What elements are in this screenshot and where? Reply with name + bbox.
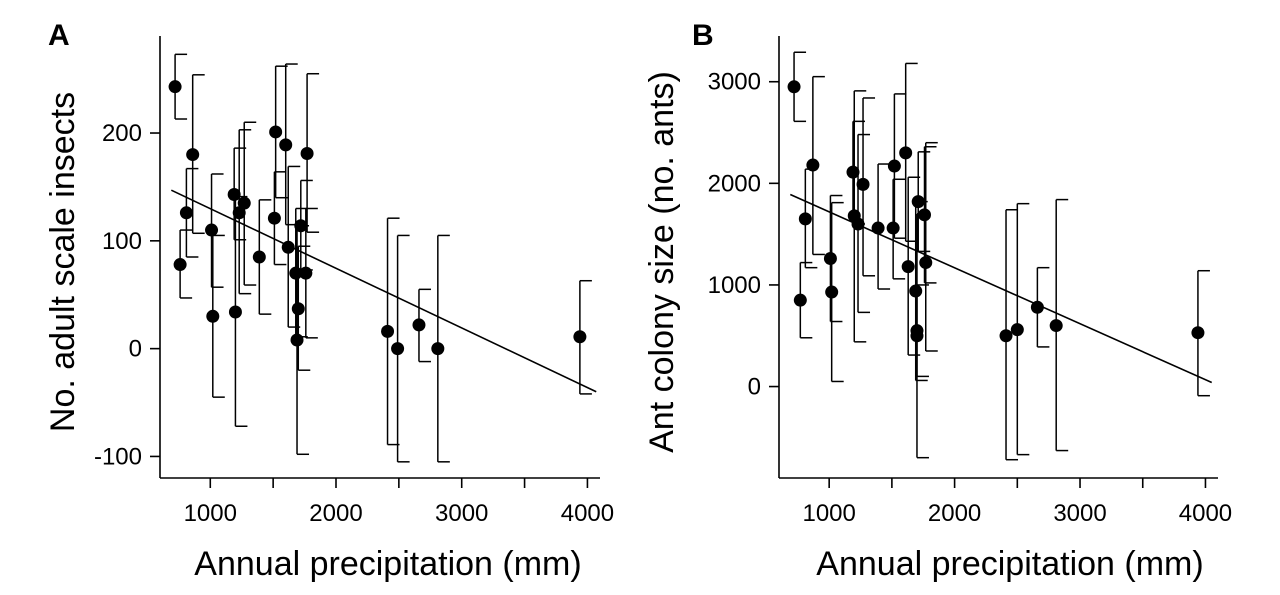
x-axis-title-b: Annual precipitation (mm) [816,545,1203,583]
data-point-b [899,146,913,160]
data-point-b [886,221,900,235]
data-point-b [999,329,1013,343]
x-tick-label-b: 3000 [1053,500,1106,527]
panel-letter-b: B [692,19,714,52]
data-point-b [806,158,820,172]
data-point-b [901,260,915,274]
plot-area-a: -100 0 100 200 1000 2000 3000 4000 [94,36,614,527]
data-point-b [823,252,837,266]
y-tick-label-a: 200 [102,120,142,147]
data-point-b [917,208,931,222]
data-point-b [793,293,807,307]
data-point-a [252,250,266,264]
panel-a: A No. adult scale insects Annual precipi… [44,19,614,583]
regression-line-a [170,189,597,393]
data-point-b [1049,319,1063,333]
data-point-a [232,206,246,220]
y-tick-label-a: 0 [129,336,142,363]
panel-b: B Ant colony size (no. ants) Annual prec… [643,19,1232,583]
x-tick-label-b: 4000 [1179,500,1232,527]
x-axis-title-a: Annual precipitation (mm) [194,545,581,583]
y-tick-label-a: 100 [102,228,142,255]
data-point-a [205,223,219,237]
data-point-a [279,138,293,152]
data-point-b [856,177,870,191]
data-point-b [798,212,812,226]
data-point-a [290,333,304,347]
data-point-a [228,305,242,319]
data-point-a [168,80,182,94]
x-tick-label-b: 2000 [928,500,981,527]
data-point-a [227,187,241,201]
data-point-a [206,309,220,323]
data-point-a [299,266,313,280]
y-tick-label-b: 2000 [708,170,761,197]
data-point-b [787,80,801,94]
data-point-a [289,266,303,280]
y-tick-label-b: 1000 [708,272,761,299]
data-point-b [846,165,860,179]
data-point-a [412,318,426,332]
data-point-a [179,206,193,220]
data-point-a [300,147,314,161]
data-point-a [381,324,395,338]
x-tick-label-a: 2000 [309,500,362,527]
data-point-b [1010,323,1024,337]
x-tick-label-a: 1000 [184,500,237,527]
y-tick-label-a: -100 [94,443,142,470]
data-point-a [237,196,251,210]
data-point-b [887,159,901,173]
data-point-b [911,195,925,209]
data-point-b [851,217,865,231]
data-point-a [294,219,308,233]
data-point-a [173,258,187,272]
panel-letter-a: A [48,19,70,52]
data-point-a [281,240,295,254]
y-tick-label-b: 0 [748,374,761,401]
x-tick-label-a: 3000 [435,500,488,527]
data-point-b [910,324,924,338]
data-point-b [1191,326,1205,340]
data-point-a [267,211,281,225]
y-axis-title-a: No. adult scale insects [44,92,82,432]
y-tick-label-b: 3000 [708,69,761,96]
x-tick-label-b: 1000 [802,500,855,527]
y-axis-title-b: Ant colony size (no. ants) [643,71,681,453]
data-point-b [825,285,839,299]
plot-area-b: 0 1000 2000 3000 1000 2000 3000 4000 [708,36,1232,527]
data-point-a [269,125,283,139]
data-point-b [919,256,933,270]
data-point-a [186,148,200,162]
data-point-a [431,342,445,356]
data-point-b [871,221,885,235]
data-point-a [573,330,587,344]
data-point-a [391,342,405,356]
data-point-b [1030,300,1044,314]
data-point-a [291,302,305,316]
x-tick-label-a: 4000 [561,500,614,527]
data-point-b [909,284,923,298]
